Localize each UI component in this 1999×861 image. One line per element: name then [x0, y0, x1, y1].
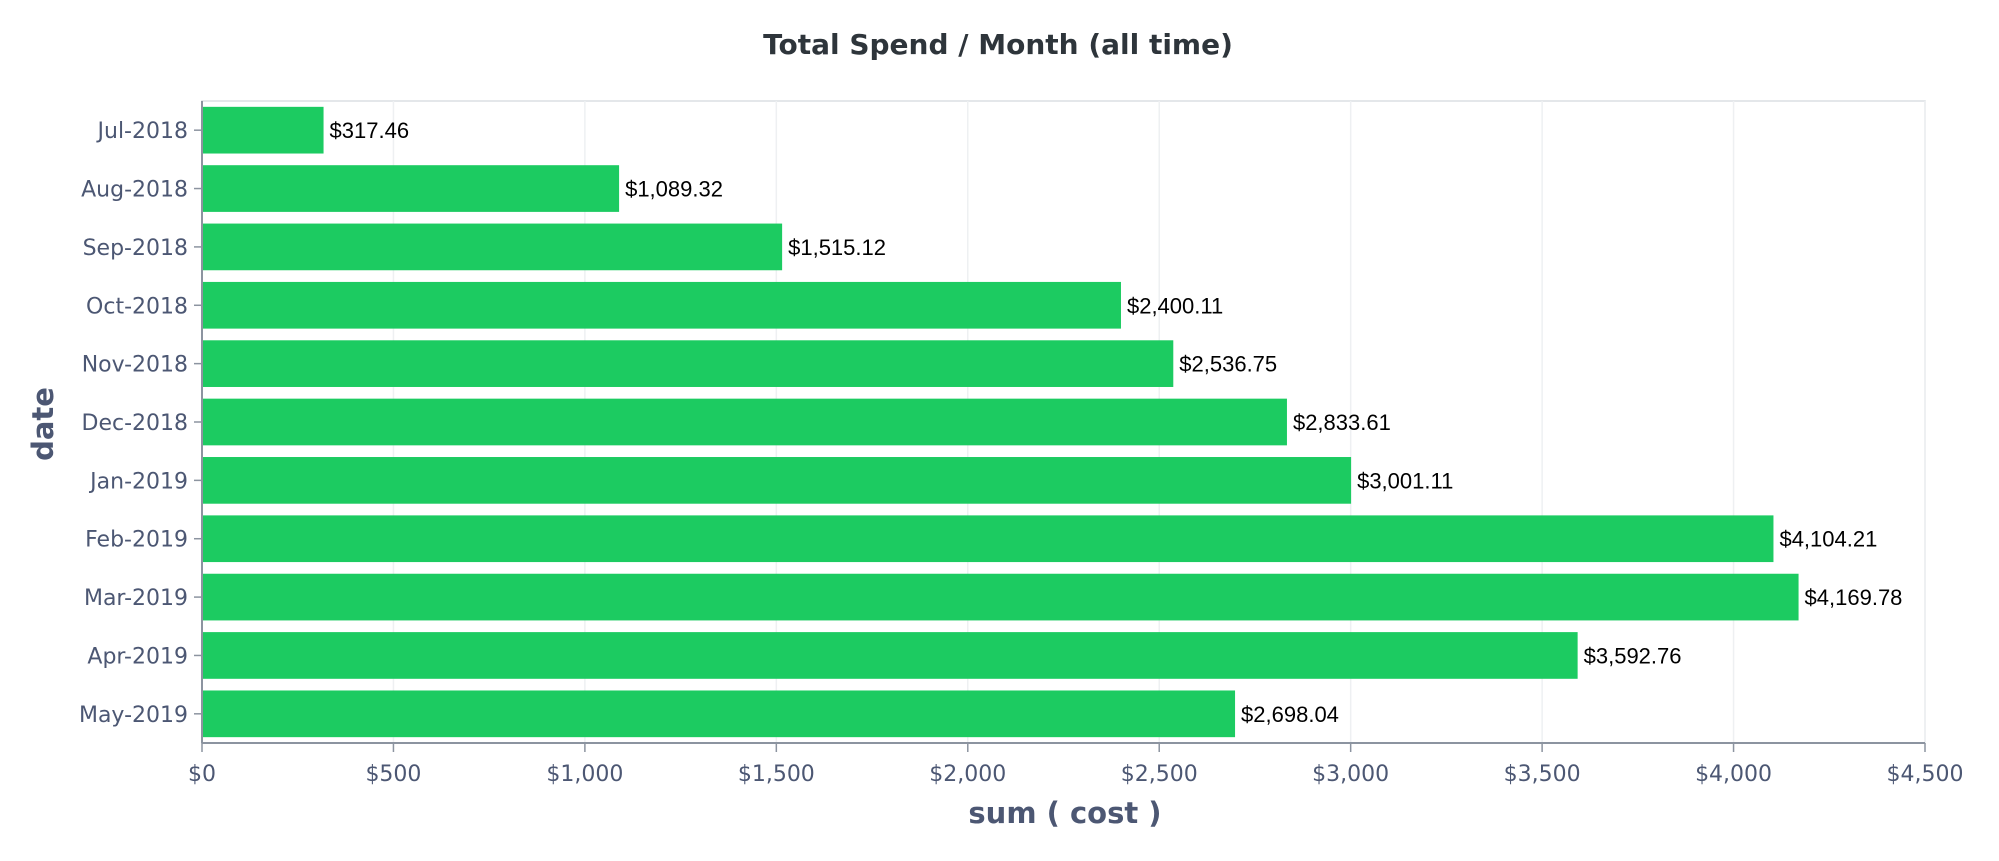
bar[interactable]	[202, 106, 324, 154]
bar-value-label: $2,698.04	[1241, 702, 1339, 727]
x-tick-label: $4,000	[1695, 762, 1772, 787]
y-tick-label: Feb-2019	[85, 528, 188, 553]
x-tick-label: $3,500	[1504, 762, 1581, 787]
bar-value-label: $2,833.61	[1293, 410, 1391, 435]
bars: $317.46 $1,089.32 $1,515.12 $2,400.11 $2,536…	[202, 106, 1903, 738]
x-tick-label: $2,500	[1121, 762, 1198, 787]
y-tick-label: Oct-2018	[86, 294, 188, 319]
x-axis-title: sum ( cost )	[968, 796, 1161, 830]
x-tick-label: $0	[188, 762, 216, 787]
bar-value-label: $3,001.11	[1357, 468, 1453, 493]
bar-value-label: $4,169.78	[1805, 585, 1903, 610]
x-tick-label: $4,500	[1887, 762, 1964, 787]
y-tick-label: Nov-2018	[82, 353, 188, 378]
bar[interactable]	[202, 223, 783, 271]
y-tick-label: May-2019	[79, 703, 188, 728]
chart-title: Total Spend / Month (all time)	[763, 28, 1233, 61]
bar-value-label: $2,400.11	[1127, 293, 1223, 318]
x-tick-label: $500	[365, 762, 421, 787]
y-tick-label: Jul-2018	[96, 119, 188, 144]
y-tick-label: Dec-2018	[82, 411, 189, 436]
y-tick-label: Jan-2019	[88, 469, 188, 494]
bar-value-label: $2,536.75	[1179, 352, 1277, 377]
bar-value-label: $4,104.21	[1779, 527, 1877, 552]
bar[interactable]	[202, 573, 1799, 621]
bar[interactable]	[202, 690, 1236, 738]
bar[interactable]	[202, 398, 1287, 446]
y-tick-label: Aug-2018	[81, 178, 188, 203]
bar[interactable]	[202, 515, 1774, 563]
bar[interactable]	[202, 340, 1174, 387]
bar[interactable]	[202, 632, 1578, 679]
bar[interactable]	[202, 281, 1121, 329]
bar-value-label: $1,515.12	[788, 235, 886, 260]
bar[interactable]	[202, 165, 620, 212]
x-tick-label: $1,500	[738, 762, 815, 787]
y-tick-label: Apr-2019	[87, 644, 188, 669]
x-tick-label: $1,000	[546, 762, 623, 787]
y-tick-label: Mar-2019	[84, 586, 188, 611]
bar-value-label: $3,592.76	[1584, 643, 1682, 668]
bar[interactable]	[202, 457, 1352, 504]
axes: Jul-2018 Aug-2018 Sep-2018 Oct-2018 Nov-2018…	[79, 101, 1964, 787]
bar-value-label: $317.46	[330, 118, 410, 143]
bar-value-label: $1,089.32	[625, 177, 723, 202]
x-tick-label: $3,000	[1312, 762, 1389, 787]
y-axis-title: date	[26, 387, 60, 461]
y-tick-label: Sep-2018	[83, 236, 188, 261]
x-tick-label: $2,000	[929, 762, 1006, 787]
